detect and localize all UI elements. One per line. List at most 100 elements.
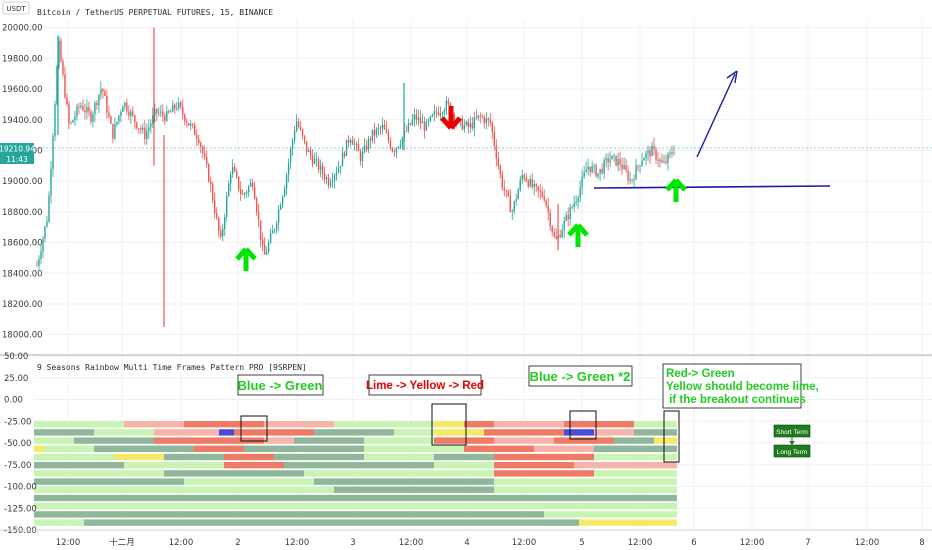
candle-body [54, 104, 56, 137]
candle-body [204, 153, 206, 158]
candle-body [413, 114, 416, 120]
candle-body [399, 144, 402, 147]
heatmap-cell [34, 503, 484, 510]
candle-body [241, 194, 244, 195]
time-tick-label: 12:00 [855, 538, 880, 548]
candle-body [501, 174, 503, 188]
candle-body [176, 107, 178, 109]
annotation-lime-yellow-red: Lime -> Yellow -> Red [366, 374, 484, 396]
candle-body [62, 61, 64, 75]
candle-body [138, 128, 140, 129]
support-line [593, 185, 831, 189]
annotation-label: Lime -> Yellow -> Red [366, 380, 484, 392]
price-tick-label: 18000.00 [2, 331, 43, 341]
short-term-label: Short Term [776, 429, 808, 436]
candle-body [285, 174, 288, 189]
candle-body [38, 258, 40, 266]
candle-body [96, 102, 98, 106]
candle-body [405, 130, 408, 132]
candle-body [373, 129, 376, 136]
candle-body [233, 166, 236, 172]
candle-body [395, 147, 398, 153]
heatmap-cell [434, 453, 494, 461]
candle-body [387, 132, 390, 141]
time-tick-label: 7 [805, 538, 810, 548]
candle-body [575, 201, 577, 204]
candle-body [327, 177, 330, 186]
heatmap-cell [494, 486, 677, 493]
candle-body [86, 107, 88, 113]
heatmap-cell [264, 421, 334, 428]
candle-body [160, 111, 162, 113]
price-grid [34, 20, 932, 530]
candle-body [120, 112, 122, 116]
candle-body [559, 234, 561, 238]
candle-body [533, 183, 535, 188]
candle-body [36, 265, 38, 267]
candle-body [389, 140, 392, 149]
heatmap-cell [579, 519, 677, 526]
candle-body [597, 173, 599, 177]
heatmap-cell [194, 445, 244, 452]
heatmap-cell [124, 462, 224, 469]
candle-body [439, 113, 442, 116]
candle-body [343, 152, 346, 157]
candle-body [214, 200, 216, 214]
candle-body [377, 128, 380, 129]
time-tick-label: 12:00 [628, 538, 653, 548]
candle-body [255, 198, 258, 213]
time-axis[interactable]: 12:00 十二月 12:00 2 12:00 3 12:00 4 12:00 5 12:00 6 12… [56, 537, 925, 548]
candle-body [417, 117, 420, 120]
heatmap-cell [224, 453, 274, 461]
candle-body [391, 148, 394, 152]
candle-body [609, 159, 611, 163]
candlestick-series [36, 27, 675, 327]
candle-body [477, 115, 480, 119]
candle-body [385, 129, 388, 133]
highlight-box [240, 415, 268, 442]
candle-body [411, 119, 414, 125]
heatmap-cell [434, 421, 464, 428]
candle-body [68, 104, 70, 123]
currency-badge[interactable]: USDT [2, 1, 30, 15]
heatmap-cell [314, 429, 394, 436]
time-tick-label: 8 [919, 538, 924, 548]
indicator-tick-label: -125.00 [4, 504, 37, 514]
candle-body [435, 111, 438, 113]
candle-body [222, 228, 224, 237]
candle-body [619, 159, 621, 165]
highlight-box [569, 410, 597, 440]
time-tick-label: 12:00 [285, 538, 310, 548]
indicator-tick-label: -150.00 [4, 526, 37, 536]
heatmap-cell [34, 519, 84, 526]
price-axis[interactable]: 20000.0019800.0019600.0019400.0019200.00… [2, 24, 43, 341]
candle-body [515, 199, 517, 202]
candle-body [66, 97, 68, 105]
candle-body [583, 172, 585, 177]
candle-body [98, 94, 100, 106]
candle-body [631, 179, 633, 181]
heatmap-cell [244, 445, 364, 452]
up-arrow-icon [665, 178, 687, 202]
candle-body [595, 165, 597, 177]
candle-body [553, 232, 555, 237]
candle-body [315, 159, 318, 160]
candle-body [651, 145, 653, 157]
candle-body [90, 111, 92, 122]
indicator-axis[interactable]: 50.00 25.00 0.00 -25.00 -50.00 -75.00 -100.00 -… [4, 352, 37, 536]
price-tick-label: 19800.00 [2, 54, 43, 64]
candle-body [128, 111, 130, 116]
candle-body [593, 165, 595, 167]
heatmap-cell [534, 445, 594, 452]
heatmap-cell [274, 453, 364, 461]
candle-body [56, 67, 58, 105]
candle-body [210, 181, 212, 185]
time-tick-label: 12:00 [399, 538, 424, 548]
candle-body [511, 211, 513, 213]
candle-body [275, 223, 278, 230]
candle-body [633, 179, 635, 181]
candle-body [555, 236, 557, 239]
candle-body [80, 105, 82, 108]
heatmap-cell [94, 445, 194, 452]
